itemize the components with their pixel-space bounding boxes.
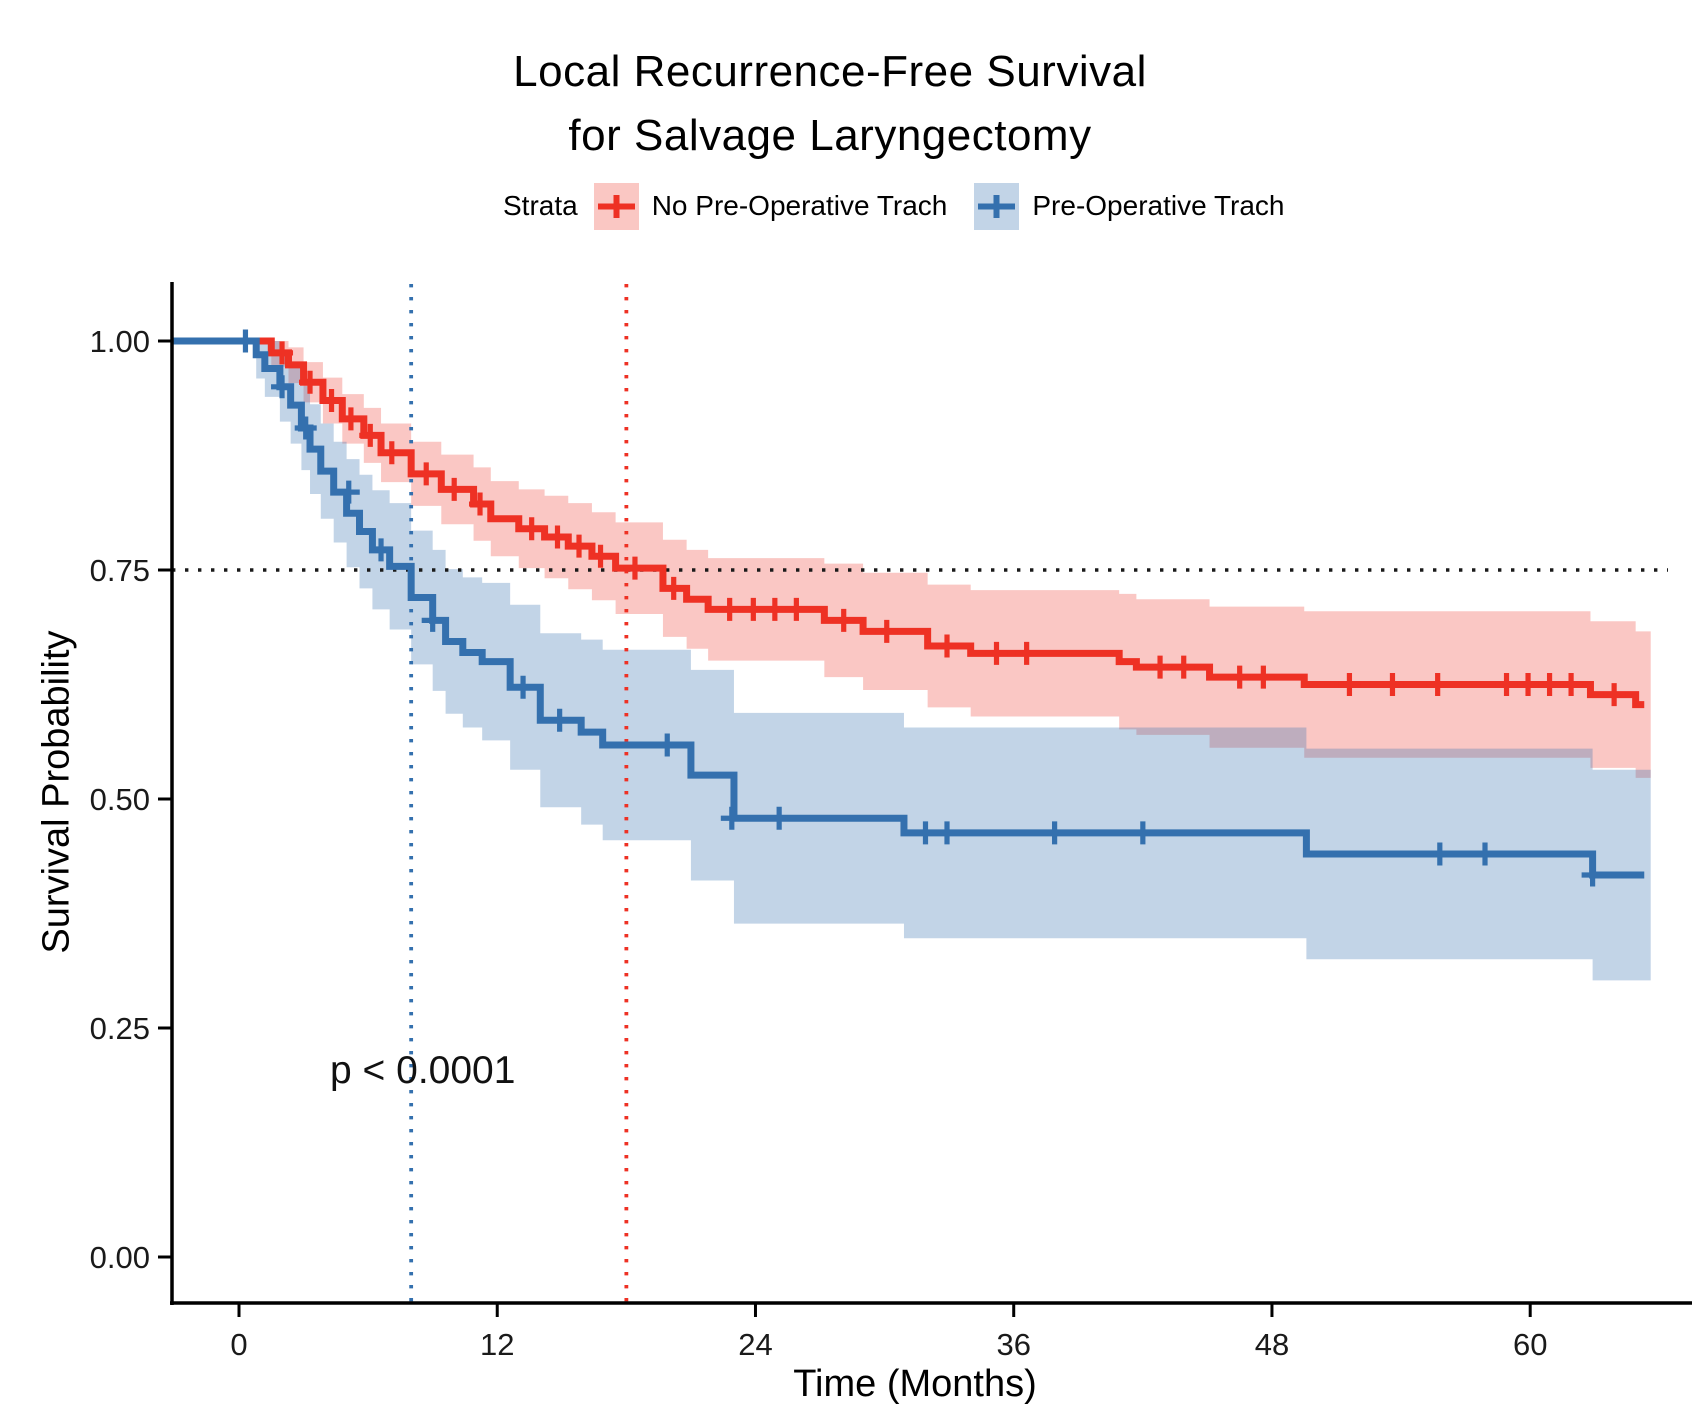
chart-title-line-1: Local Recurrence-Free Survival bbox=[513, 47, 1147, 96]
censor-mark-red bbox=[1172, 655, 1195, 679]
censor-mark-red bbox=[1426, 673, 1449, 696]
censor-mark-blue bbox=[1581, 863, 1604, 887]
censor-mark-blue bbox=[271, 375, 294, 399]
censor-mark-blue bbox=[720, 806, 743, 830]
censor-mark-blue bbox=[337, 480, 360, 504]
censor-mark-blue bbox=[768, 806, 791, 830]
censor-mark-blue bbox=[294, 416, 317, 440]
censor-mark-blue bbox=[1428, 842, 1451, 866]
survival-curve-blue bbox=[172, 337, 1645, 879]
censor-mark-blue bbox=[1131, 821, 1154, 845]
censor-mark-blue bbox=[1474, 842, 1497, 866]
censor-mark-red bbox=[1015, 641, 1038, 665]
censor-mark-red bbox=[742, 597, 765, 621]
censor-mark-red bbox=[443, 477, 466, 501]
chart-title-line-2: for Salvage Laryngectomy bbox=[568, 110, 1092, 160]
censor-mark-red bbox=[271, 341, 294, 365]
censor-mark-red bbox=[936, 634, 959, 658]
censor-mark-red bbox=[985, 641, 1008, 665]
chart-title: Local Recurrence-Free Survival for Salva… bbox=[0, 40, 1660, 168]
x-tick-label: 60 bbox=[1513, 1327, 1547, 1362]
y-tick-label: 0.50 bbox=[90, 782, 150, 817]
censor-mark-red bbox=[832, 608, 855, 632]
censor-mark-red bbox=[1538, 673, 1561, 696]
x-tick-label: 36 bbox=[996, 1327, 1030, 1362]
censor-mark-red bbox=[718, 597, 741, 621]
censor-mark-blue bbox=[914, 821, 937, 845]
censor-mark-red bbox=[1517, 673, 1540, 696]
legend-item-preop-trach: Pre-Operative Trach bbox=[974, 182, 1285, 230]
blue-plus-legend-key-icon bbox=[974, 182, 1020, 230]
x-tick-label: 24 bbox=[738, 1327, 772, 1362]
red-plus-legend-key-icon bbox=[593, 182, 639, 230]
censor-mark-red bbox=[662, 576, 685, 600]
confidence-band-red bbox=[271, 341, 1651, 778]
x-tick-label: 0 bbox=[230, 1327, 247, 1362]
censor-mark-red bbox=[299, 370, 322, 394]
censor-mark-red bbox=[380, 441, 403, 465]
x-tick-label: 48 bbox=[1255, 1327, 1289, 1362]
legend-title: Strata bbox=[503, 190, 578, 221]
censor-mark-red bbox=[623, 556, 646, 580]
censor-mark-red bbox=[589, 544, 612, 568]
legend-label-preop-trach: Pre-Operative Trach bbox=[1032, 190, 1285, 221]
censor-mark-red bbox=[339, 407, 362, 431]
y-tick-label: 0.75 bbox=[90, 553, 150, 588]
censor-mark-red bbox=[415, 462, 438, 486]
censor-mark-red bbox=[320, 389, 343, 413]
censor-mark-red bbox=[1381, 673, 1404, 696]
censor-mark-blue bbox=[512, 675, 535, 699]
censor-mark-red bbox=[546, 525, 569, 549]
censor-mark-red bbox=[1149, 655, 1172, 679]
y-tick-label: 0.25 bbox=[90, 1011, 150, 1046]
y-tick-label: 0.00 bbox=[90, 1240, 150, 1275]
censor-mark-red bbox=[520, 517, 543, 541]
censor-mark-blue bbox=[421, 608, 444, 632]
p-value-annotation: p < 0.0001 bbox=[330, 1049, 516, 1092]
censor-mark-blue bbox=[234, 329, 257, 353]
censor-mark-red bbox=[1338, 673, 1361, 696]
censor-mark-red bbox=[469, 492, 492, 516]
censor-mark-blue bbox=[1043, 821, 1066, 845]
censor-mark-red bbox=[1252, 665, 1275, 689]
censor-mark-red bbox=[1560, 673, 1583, 696]
confidence-band-blue bbox=[256, 341, 1651, 981]
x-tick-label: 12 bbox=[480, 1327, 514, 1362]
censor-mark-red bbox=[359, 423, 382, 447]
censor-mark-blue bbox=[656, 733, 679, 757]
censor-mark-red bbox=[1495, 673, 1518, 696]
censor-mark-blue bbox=[548, 708, 571, 732]
survival-curve-red bbox=[172, 337, 1645, 709]
censor-mark-blue bbox=[370, 538, 393, 562]
legend-item-no-preop-trach: No Pre-Operative Trach bbox=[593, 182, 948, 230]
censor-mark-red bbox=[875, 619, 898, 643]
censor-mark-red bbox=[568, 534, 591, 558]
y-axis-title: Survival Probability bbox=[35, 630, 78, 954]
censor-mark-red bbox=[763, 597, 786, 621]
censor-mark-red bbox=[785, 597, 808, 621]
legend: Strata No Pre-Operative Trach Pre-Operat… bbox=[503, 181, 1284, 231]
censor-mark-blue bbox=[936, 821, 959, 845]
x-axis-title: Time (Months) bbox=[793, 1363, 1037, 1405]
legend-label-no-preop-trach: No Pre-Operative Trach bbox=[651, 190, 948, 221]
censor-mark-red bbox=[1228, 665, 1251, 689]
censor-mark-red bbox=[1603, 683, 1626, 707]
y-tick-label: 1.00 bbox=[90, 324, 150, 359]
